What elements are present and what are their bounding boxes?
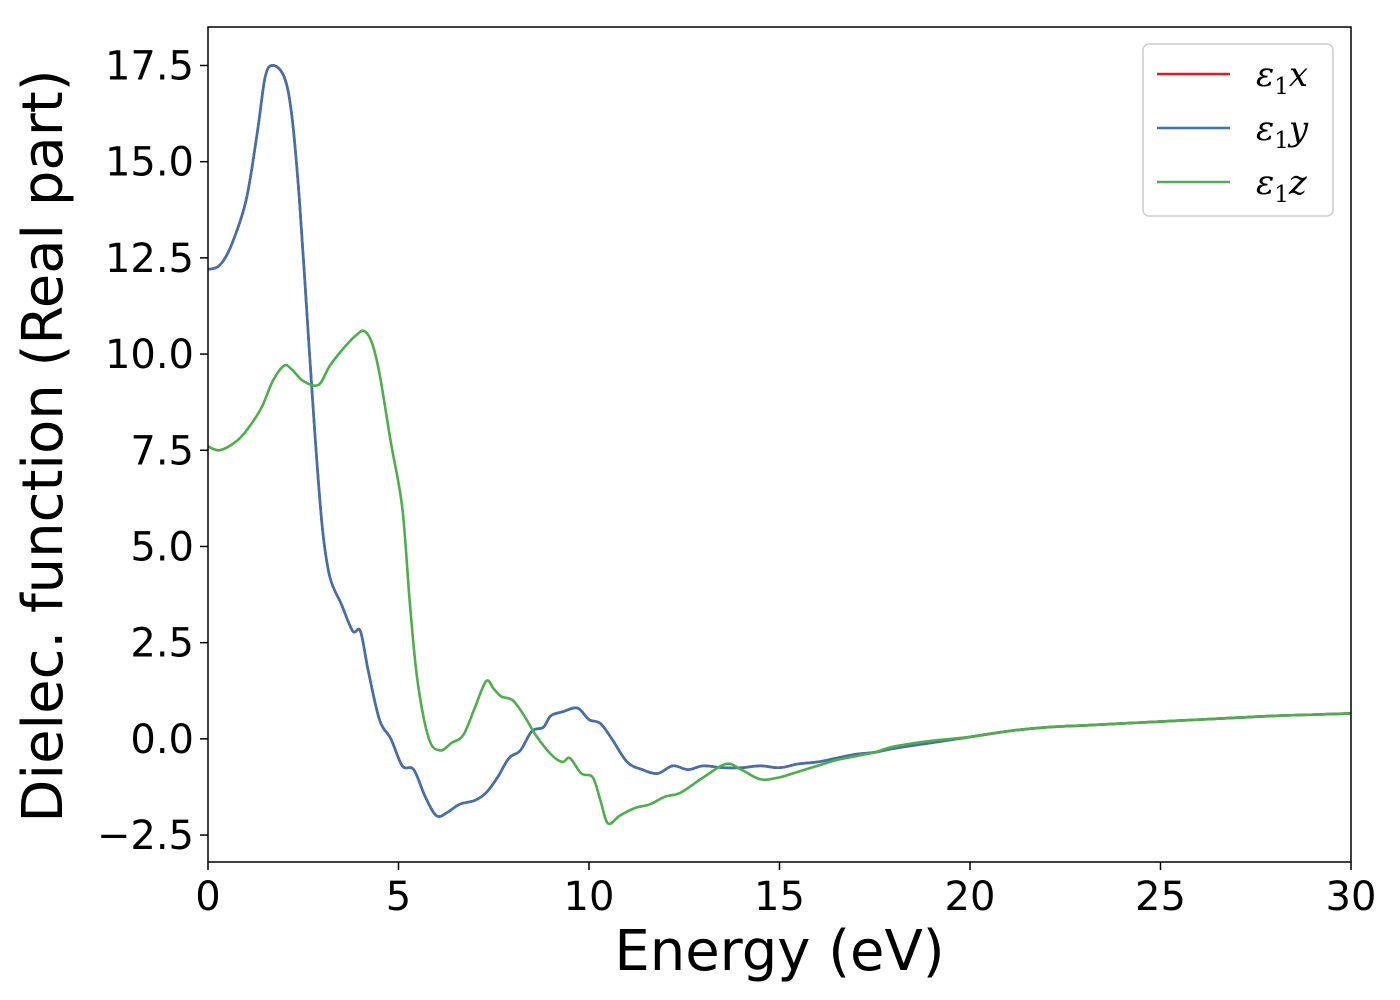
series-line-y (208, 64, 1351, 818)
x-axis-title: Energy (eV) (614, 919, 944, 984)
y-tick-label: 7.5 (130, 428, 194, 474)
y-tick-label: 10.0 (105, 332, 194, 378)
legend-label-z: ε1z (1256, 163, 1308, 208)
y-tick-label: 0.0 (130, 717, 194, 763)
x-tick-label: 20 (945, 874, 996, 920)
y-axis-title: Dielec. function (Real part) (11, 69, 76, 822)
x-tick-label: 10 (564, 874, 615, 920)
y-tick-label: 5.0 (130, 524, 194, 570)
x-tick-label: 0 (195, 874, 220, 920)
y-tick-label: 17.5 (105, 43, 194, 89)
y-tick-label: 12.5 (105, 236, 194, 282)
x-axis-ticks: 0 5 10 15 20 25 30 (195, 862, 1376, 920)
y-axis-ticks: −2.5 0.0 2.5 5.0 7.5 10.0 12.5 15.0 17.5 (97, 43, 208, 859)
y-tick-label: 2.5 (130, 621, 194, 667)
legend-frame (1142, 43, 1334, 217)
y-tick-label: −2.5 (97, 813, 194, 859)
legend-label-y: ε1y (1256, 109, 1309, 154)
legend: ε1x ε1y ε1z (1142, 43, 1334, 217)
x-tick-label: 15 (754, 874, 805, 920)
x-tick-label: 25 (1135, 874, 1186, 920)
x-tick-label: 30 (1326, 874, 1377, 920)
series-layer (208, 64, 1351, 826)
series-line-z (208, 329, 1351, 826)
legend-label-x: ε1x (1256, 55, 1308, 100)
x-tick-label: 5 (386, 874, 411, 920)
y-tick-label: 15.0 (105, 140, 194, 186)
